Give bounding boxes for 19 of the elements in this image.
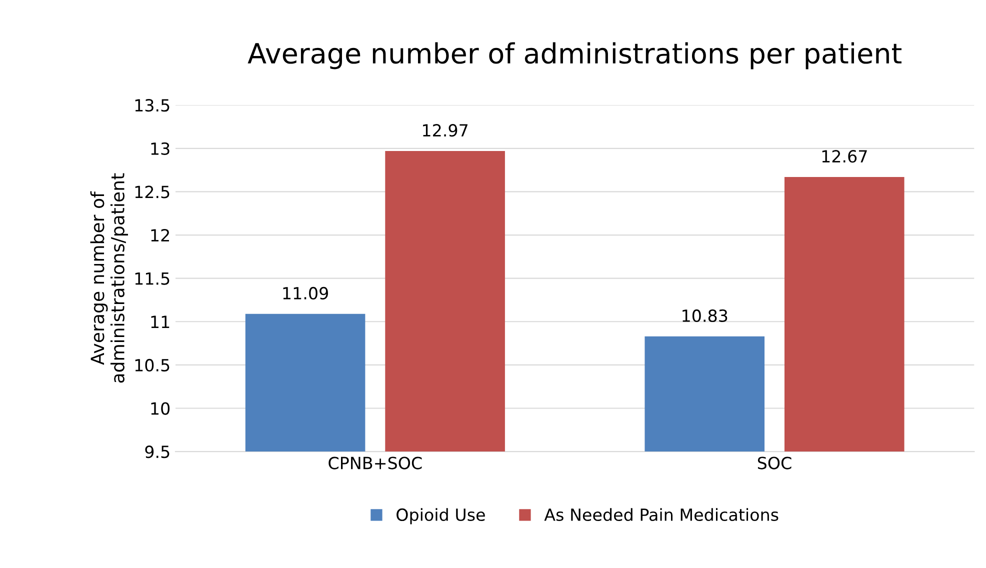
chart-title: Average number of administrations per patient xyxy=(248,42,902,70)
y-tick-label: 10.5 xyxy=(135,358,170,372)
y-tick-label: 9.5 xyxy=(145,446,170,458)
y-tick-label: 10 xyxy=(151,402,170,415)
y-tick-label: 13 xyxy=(151,142,170,155)
y-tick-label: 13.5 xyxy=(135,99,170,112)
y-tick-label: 12.5 xyxy=(135,186,170,198)
legend-label: Opioid Use xyxy=(396,508,485,524)
data-label: 12.97 xyxy=(423,124,468,137)
data-label: 10.83 xyxy=(682,309,728,322)
y-axis-title: Average number of administrations/patient xyxy=(90,173,128,383)
x-tick-label: CPNB+SOC xyxy=(328,456,422,470)
data-label: 11.09 xyxy=(283,286,328,300)
legend-label: As Needed Pain Medications xyxy=(544,508,778,522)
data-label: 12.67 xyxy=(822,150,867,163)
y-tick-label: 11 xyxy=(151,316,170,328)
x-tick-label: SOC xyxy=(758,456,792,470)
y-tick-label: 12 xyxy=(151,228,169,242)
y-tick-label: 11.5 xyxy=(135,272,170,285)
